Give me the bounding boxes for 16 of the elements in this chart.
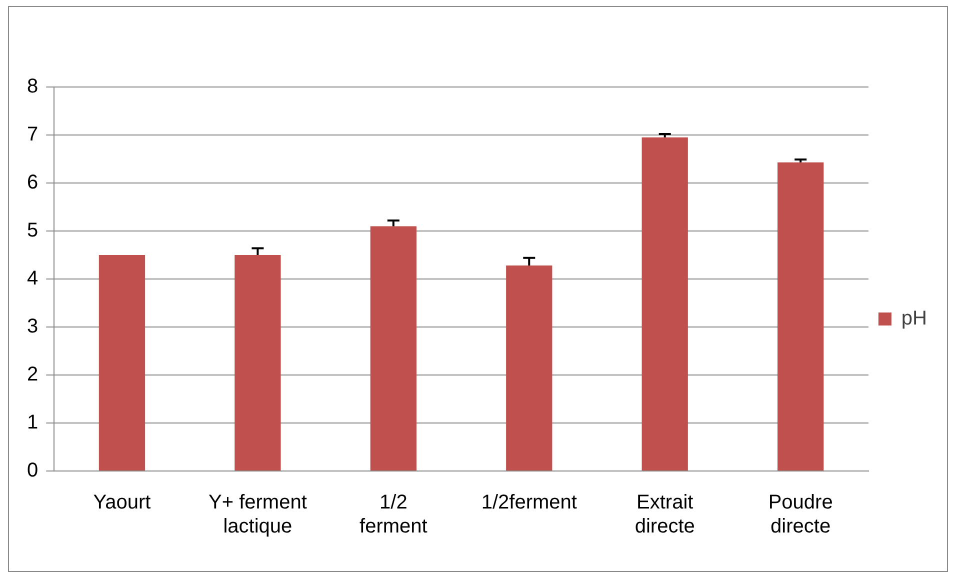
y-tick-label: 7 (27, 124, 38, 146)
y-tick-label: 2 (27, 364, 38, 386)
x-tick-label: 1/2ferment (481, 492, 578, 514)
x-tick-label: Extrait directe (634, 492, 695, 538)
y-tick-label: 8 (27, 76, 38, 98)
x-tick-label: Poudre directe (768, 492, 833, 538)
y-tick-label: 1 (27, 412, 38, 434)
y-tick-label: 4 (27, 268, 38, 290)
x-tick-label: 1/2 ferment (360, 492, 428, 538)
y-tick-label: 3 (27, 316, 38, 338)
y-tick-label: 0 (27, 460, 38, 482)
y-tick-label: 6 (27, 172, 38, 194)
y-tick-label: 5 (27, 220, 38, 242)
legend-label: pH (901, 308, 928, 330)
x-tick-label: Y+ ferment lactique (208, 492, 308, 538)
x-tick-label: Yaourt (93, 492, 152, 514)
